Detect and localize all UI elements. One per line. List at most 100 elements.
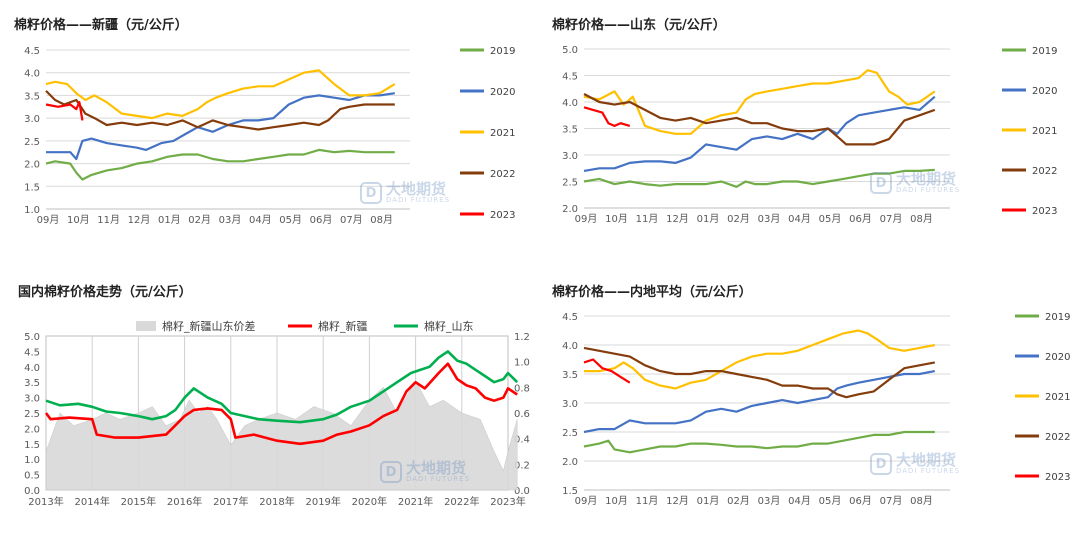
x-tick-label: 06月	[849, 213, 872, 225]
y2-tick-label: 1.2	[514, 332, 530, 343]
x-tick-label: 12月	[666, 495, 689, 507]
chart-title: 棉籽价格——山东（元/公斤）	[552, 18, 726, 33]
x-tick-label: 07月	[340, 214, 363, 226]
y-tick-label: 1.5	[24, 440, 40, 451]
y-tick-label: 4.0	[24, 363, 40, 374]
chart-xinjiang: 棉籽价格——新疆（元/公斤） 1.0 1.5 2.0 2.5 3.0 3.5 4.0 4.5 0…	[0, 0, 540, 267]
chart-title: 国内棉籽价格走势（元/公斤）	[18, 285, 192, 300]
x-tick-label: 11月	[636, 213, 659, 225]
x-tick-label: 07月	[880, 213, 903, 225]
x-tick-label: 08月	[910, 213, 933, 225]
x-tick-label: 12月	[666, 213, 689, 225]
x-tick-label: 04月	[788, 213, 811, 225]
series-line-2022	[583, 346, 936, 399]
y-tick-label: 2.5	[562, 428, 578, 439]
y-tick-label: 2.5	[562, 178, 578, 189]
series-line-2021	[583, 69, 936, 135]
x-tick-label: 2015年	[121, 495, 156, 508]
series-line-2019	[583, 430, 935, 454]
y-tick-label: 3.5	[562, 125, 578, 136]
x-tick-label: 2019年	[305, 495, 340, 508]
legend-label: 2023	[1032, 206, 1057, 217]
chart-svg: 1.5 2.0 2.5 3.0 3.5 4.0 4.5 09月 10月 11月 12月 01月 02月 0…	[562, 312, 1070, 507]
y-tick-label: 5.0	[24, 332, 40, 343]
x-tick-label: 01月	[697, 495, 720, 507]
series-line-2021	[584, 329, 936, 390]
legend-label: 2021	[490, 128, 515, 139]
x-tick-label: 11月	[636, 495, 659, 507]
y-tick-label: 4.5	[562, 72, 578, 83]
y-tick-label: 1.5	[562, 486, 578, 497]
chart-title: 棉籽价格——新疆（元/公斤）	[14, 18, 188, 33]
legend-label: 2020	[1045, 352, 1070, 363]
y-tick-label: 4.0	[562, 98, 578, 109]
y-tick-label: 2.0	[562, 204, 578, 215]
x-tick-label: 09月	[575, 213, 598, 225]
legend-label: 2022	[490, 169, 515, 180]
x-tick-label: 2017年	[213, 495, 248, 508]
y-tick-label: 1.5	[24, 182, 40, 193]
series-line-2022	[583, 93, 936, 146]
x-tick-label: 03月	[758, 495, 781, 507]
y-tick-label: 2.0	[24, 424, 40, 435]
series-line-2022	[45, 90, 395, 131]
x-tick-label: 2016年	[167, 495, 202, 508]
series-line-2020	[583, 95, 936, 172]
y-tick-label: 3.0	[562, 151, 578, 162]
x-tick-label: 12月	[128, 214, 151, 226]
series-line-2023	[583, 358, 631, 384]
y-tick-label: 3.0	[24, 394, 40, 405]
chart-inland: 棉籽价格——内地平均（元/公斤） 1.5 2.0 2.5 3.0 3.5 4.0 4.5 09…	[540, 267, 1080, 534]
series-line-棉籽_山东	[45, 350, 519, 424]
y-tick-label: 2.5	[24, 409, 40, 420]
legend-label: 2023	[1045, 472, 1070, 483]
legend-label: 棉籽_新疆山东价差	[162, 319, 256, 333]
y2-tick-label: 1.0	[514, 358, 530, 369]
x-tick-label: 2023年	[490, 495, 525, 508]
legend-label: 棉籽_新疆	[318, 319, 368, 333]
y-tick-label: 3.0	[24, 114, 40, 125]
y-tick-label: 5.0	[562, 45, 578, 56]
x-tick-label: 10月	[605, 213, 628, 225]
chart-national: 国内棉籽价格走势（元/公斤） 2013年 2014年 2015年 2016年 2017年…	[0, 267, 540, 534]
legend-label: 棉籽_山东	[424, 319, 474, 333]
series-line-2021	[45, 69, 396, 120]
y2-tick-label: 0.4	[514, 435, 530, 446]
y-tick-label: 4.0	[24, 69, 40, 80]
chart-svg: 2.0 2.5 3.0 3.5 4.0 4.5 5.0 09月 10月 11月 12月 01月 02月 0…	[562, 45, 1057, 225]
chart-shandong: 棉籽价格——山东（元/公斤） 2.0 2.5 3.0 3.5 4.0 4.5 5.0 09月 1…	[540, 0, 1080, 267]
y-tick-label: 4.5	[24, 347, 40, 358]
y-tick-label: 3.5	[24, 91, 40, 102]
x-tick-label: 02月	[727, 213, 750, 225]
x-tick-label: 2018年	[259, 495, 294, 508]
chart-title: 棉籽价格——内地平均（元/公斤）	[552, 285, 752, 300]
legend-swatch	[136, 321, 156, 331]
legend-label: 2022	[1045, 432, 1070, 443]
y-tick-label: 1.0	[24, 205, 40, 216]
chart-svg: 2013年 2014年 2015年 2016年 2017年 2018年 2019年 2020年…	[24, 319, 530, 508]
series-line-2020	[46, 92, 395, 161]
legend-label: 2021	[1045, 392, 1070, 403]
x-tick-label: 08月	[910, 495, 933, 507]
x-tick-label: 06月	[310, 214, 333, 226]
x-tick-label: 06月	[849, 495, 872, 507]
x-tick-label: 04月	[249, 214, 272, 226]
y2-tick-label: 0.0	[514, 486, 530, 497]
legend-label: 2019	[490, 46, 515, 57]
x-tick-label: 09月	[575, 495, 598, 507]
y2-tick-label: 0.2	[514, 460, 530, 471]
series-line-2019	[45, 148, 395, 181]
x-tick-label: 2022年	[444, 495, 479, 508]
series-line-2019	[583, 168, 935, 188]
x-tick-label: 05月	[819, 213, 842, 225]
series-area-棉籽_新疆山东价差	[45, 380, 518, 491]
y-tick-label: 2.0	[562, 457, 578, 468]
x-tick-label: 02月	[188, 214, 211, 226]
legend-label: 2020	[1032, 86, 1057, 97]
x-tick-label: 2014年	[74, 495, 109, 508]
series-line-2020	[583, 370, 936, 434]
x-tick-label: 05月	[279, 214, 302, 226]
x-tick-label: 2021年	[398, 495, 433, 508]
x-tick-label: 2020年	[352, 495, 387, 508]
legend-label: 2019	[1045, 312, 1070, 323]
